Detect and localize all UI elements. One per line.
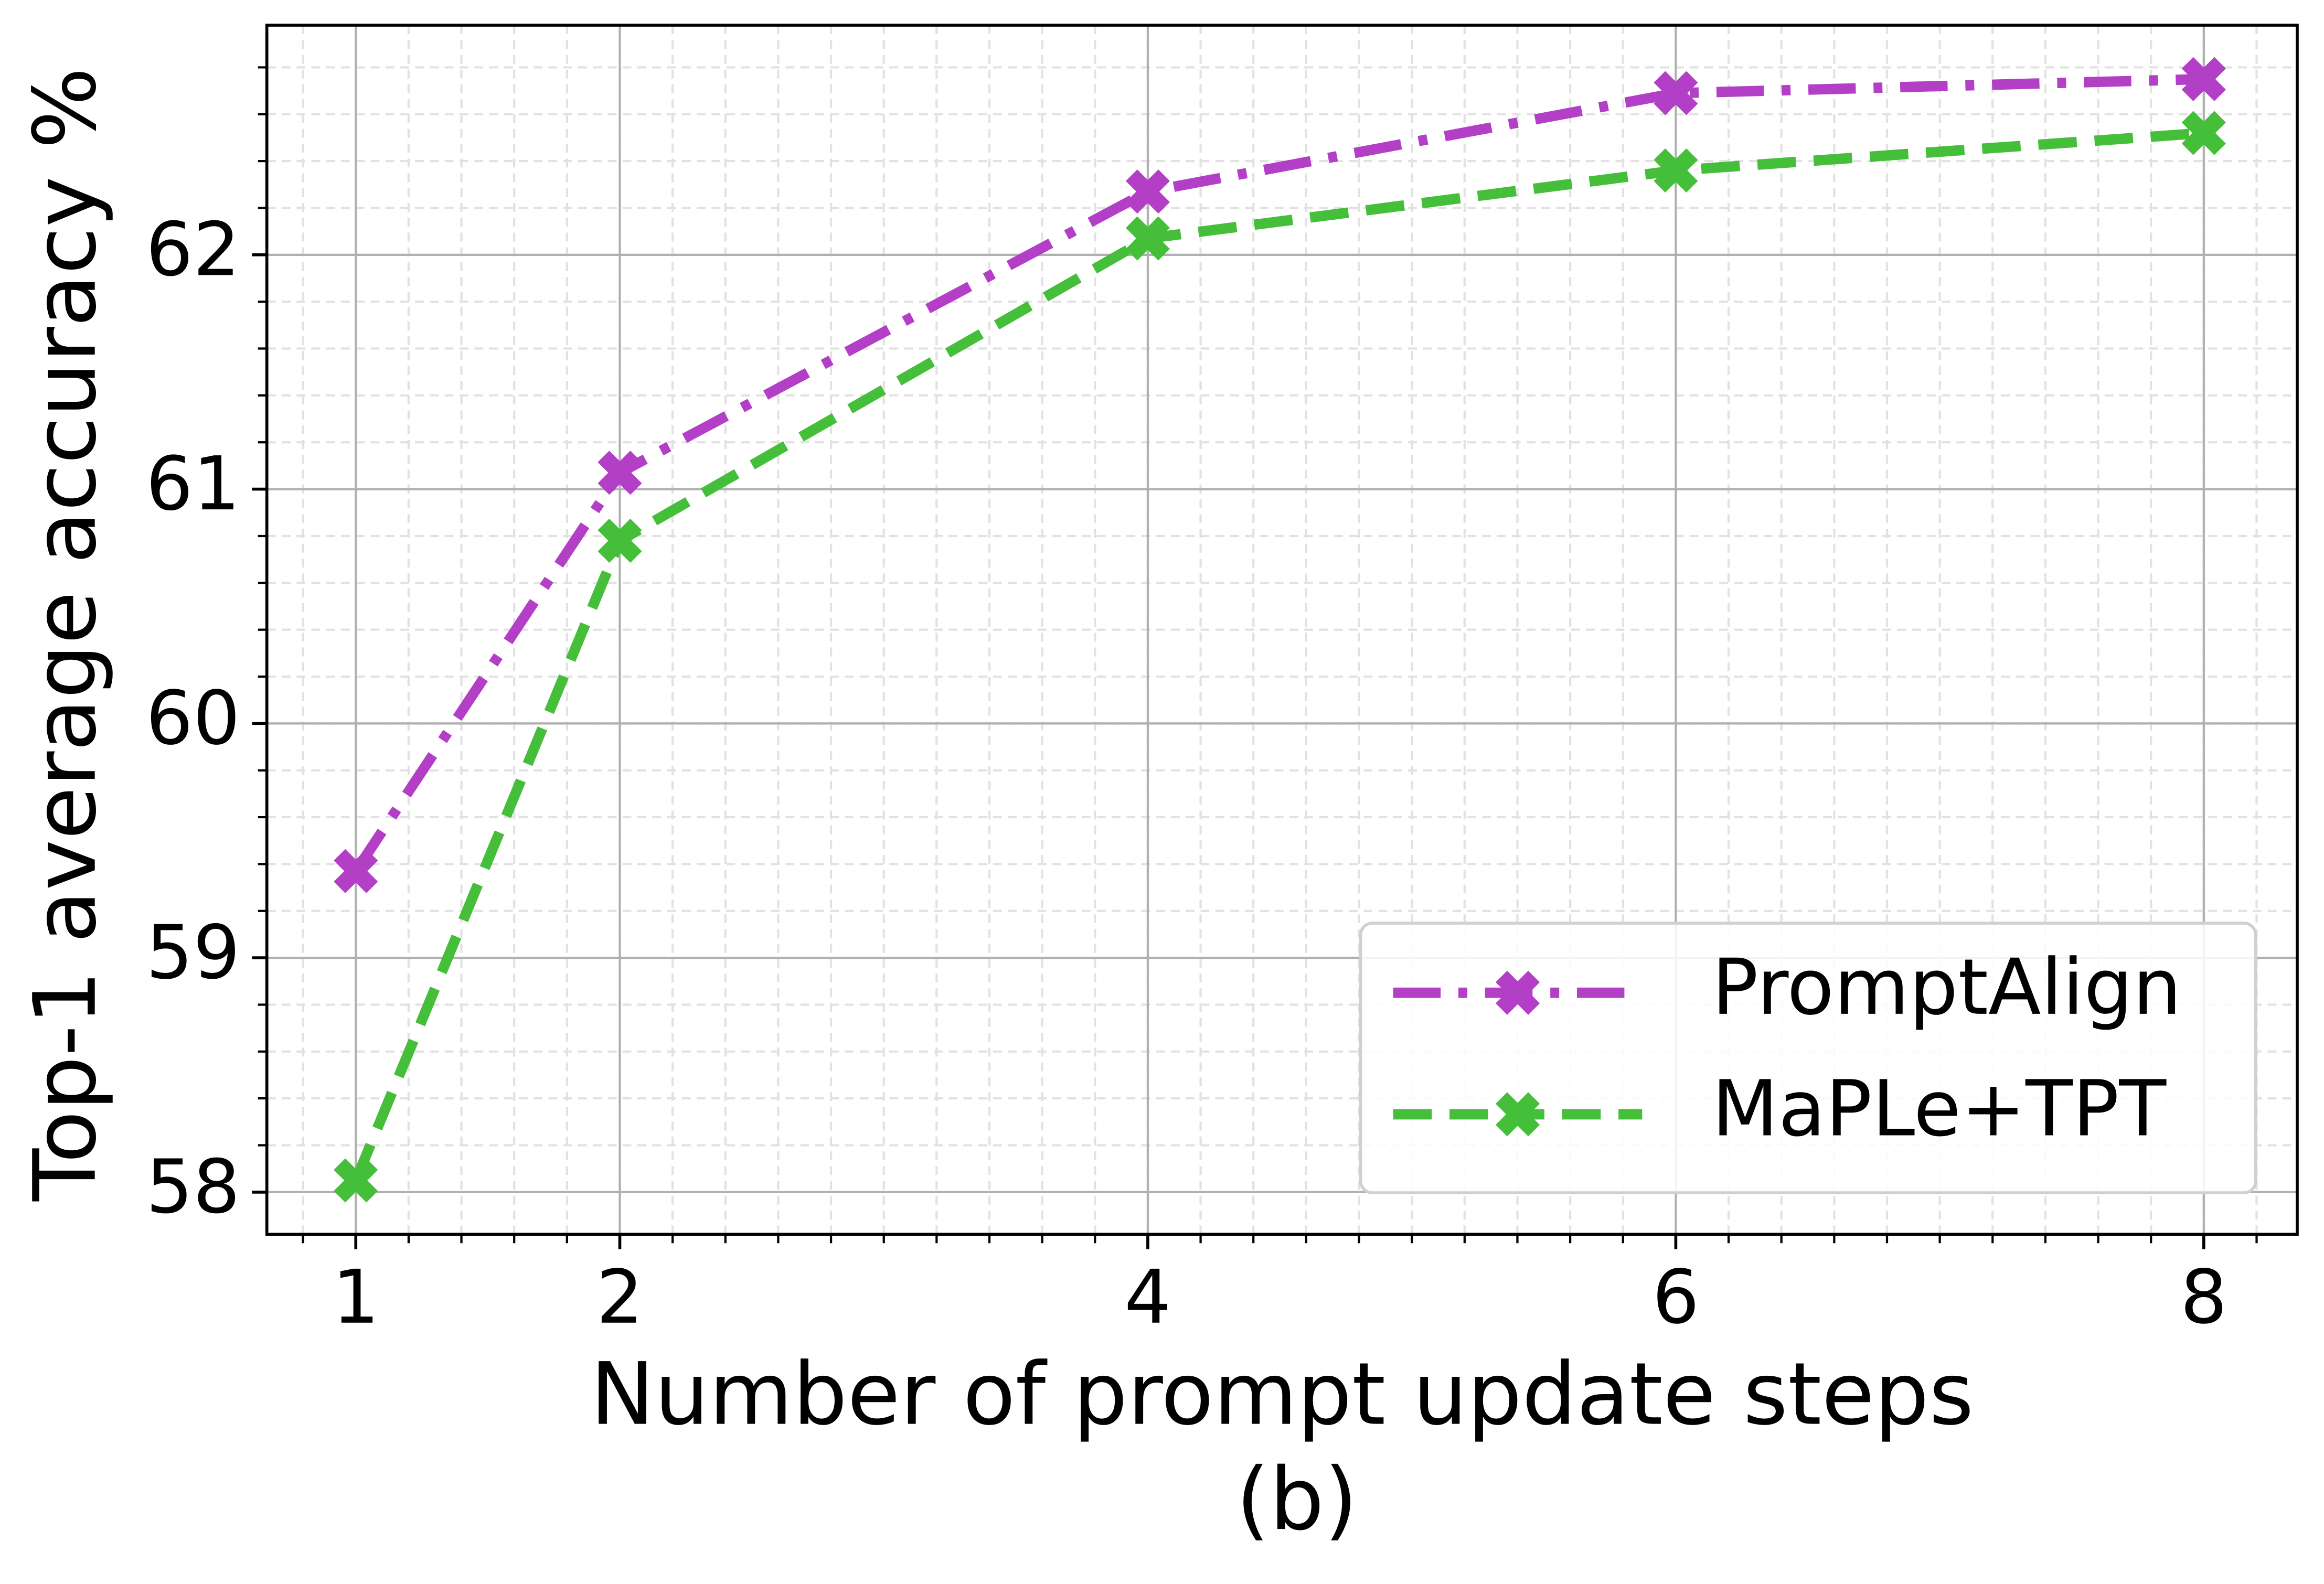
marker: [334, 1158, 378, 1203]
x-tick-label: 2: [596, 1255, 644, 1341]
legend-label: MaPLe+TPT: [1712, 1064, 2167, 1153]
y-tick-label: 59: [146, 910, 240, 996]
marker: [1125, 216, 1170, 261]
x-tick-label: 4: [1124, 1255, 1171, 1341]
y-tick-label: 58: [146, 1144, 240, 1230]
caption: (b): [1236, 1449, 1358, 1549]
marker: [598, 518, 642, 563]
plot-frame: [265, 24, 2299, 1236]
x-tick-label: 6: [1652, 1255, 1699, 1341]
marker: [1654, 148, 1698, 193]
marker: [1495, 1092, 1540, 1137]
marker: [1125, 169, 1170, 214]
y-axis-label: Top-1 average accuracy %: [15, 67, 115, 1202]
y-tick-label: 62: [146, 207, 240, 293]
y-tick-label: 60: [146, 676, 240, 762]
marker: [2181, 57, 2226, 101]
marker: [1495, 970, 1540, 1015]
legend-label: PromptAlign: [1712, 943, 2181, 1032]
x-tick-label: 1: [332, 1255, 379, 1341]
marker: [334, 849, 378, 893]
marker: [1654, 71, 1698, 115]
y-tick-label: 61: [146, 441, 240, 527]
marker: [2181, 111, 2226, 155]
x-axis-label: Number of prompt update steps: [590, 1344, 1974, 1444]
x-tick-label: 8: [2180, 1255, 2227, 1341]
marker: [598, 451, 642, 495]
